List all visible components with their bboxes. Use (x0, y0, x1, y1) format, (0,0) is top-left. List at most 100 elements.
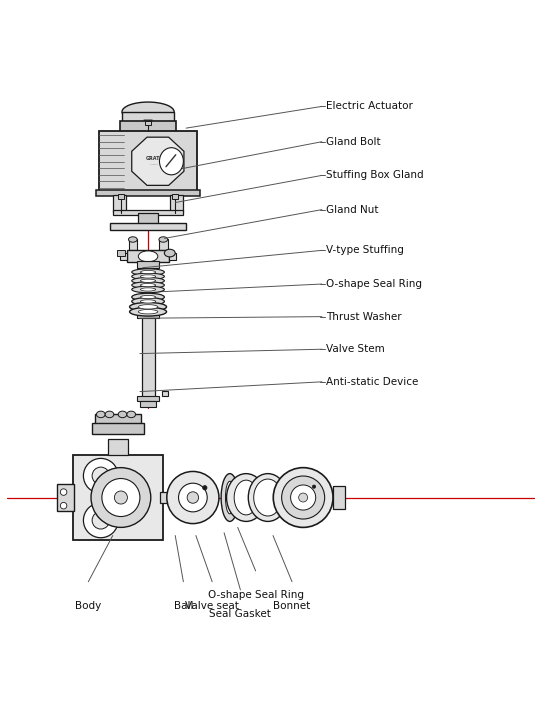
Text: Stuffing Box Gland: Stuffing Box Gland (326, 170, 423, 180)
Ellipse shape (127, 411, 135, 418)
Bar (172, 195, 179, 199)
Bar (92, 423, 144, 434)
Bar (120, 121, 176, 132)
Bar (120, 253, 127, 260)
Ellipse shape (60, 503, 67, 509)
Ellipse shape (132, 282, 164, 289)
Ellipse shape (140, 295, 156, 299)
Ellipse shape (105, 411, 114, 418)
Ellipse shape (128, 237, 137, 242)
Ellipse shape (312, 485, 316, 488)
Text: GRAT: GRAT (146, 156, 161, 161)
Ellipse shape (140, 271, 156, 274)
Bar (159, 240, 168, 251)
Bar (128, 240, 137, 251)
Bar (170, 195, 183, 213)
Ellipse shape (132, 286, 164, 293)
Bar (73, 455, 163, 540)
Bar (137, 396, 159, 401)
Ellipse shape (138, 251, 158, 262)
Ellipse shape (203, 485, 207, 490)
Bar (122, 112, 174, 121)
Ellipse shape (122, 102, 174, 121)
Ellipse shape (97, 411, 105, 418)
Ellipse shape (114, 491, 127, 504)
Text: -------: ------- (150, 162, 159, 167)
Ellipse shape (138, 309, 158, 314)
Ellipse shape (60, 489, 67, 495)
Ellipse shape (234, 480, 258, 515)
Text: Electric Actuator: Electric Actuator (326, 101, 413, 111)
Ellipse shape (92, 512, 110, 529)
Ellipse shape (84, 458, 118, 493)
Ellipse shape (282, 476, 325, 519)
Bar (99, 131, 197, 192)
Ellipse shape (140, 275, 156, 278)
Ellipse shape (167, 472, 219, 523)
Text: V-type Stuffing: V-type Stuffing (326, 246, 403, 256)
Ellipse shape (132, 273, 164, 280)
Ellipse shape (132, 269, 164, 275)
Bar (113, 195, 126, 213)
Bar (116, 251, 125, 256)
Text: Bonnet: Bonnet (274, 601, 311, 611)
Bar (161, 492, 170, 503)
Bar (110, 223, 186, 230)
Bar (333, 485, 345, 510)
Text: Thrust Washer: Thrust Washer (326, 312, 401, 322)
Text: Valve seat: Valve seat (185, 601, 239, 611)
Bar (113, 210, 183, 215)
Bar (127, 251, 169, 262)
Ellipse shape (132, 278, 164, 284)
Bar (138, 213, 158, 224)
Text: Gland Nut: Gland Nut (326, 205, 378, 215)
Ellipse shape (132, 298, 164, 305)
Ellipse shape (299, 493, 307, 502)
Bar (97, 190, 200, 196)
Bar (169, 253, 176, 260)
Bar (145, 121, 151, 126)
Bar (96, 414, 141, 424)
Ellipse shape (102, 478, 140, 516)
Ellipse shape (273, 467, 333, 528)
Ellipse shape (164, 249, 175, 257)
Ellipse shape (159, 148, 183, 175)
Ellipse shape (91, 467, 151, 528)
Ellipse shape (248, 474, 287, 521)
Bar (162, 391, 168, 396)
Polygon shape (144, 120, 152, 126)
Ellipse shape (159, 237, 168, 242)
Ellipse shape (140, 300, 156, 303)
Ellipse shape (254, 479, 282, 516)
Text: O-shape Seal Ring: O-shape Seal Ring (326, 279, 422, 289)
Ellipse shape (227, 474, 266, 521)
Bar (137, 312, 159, 318)
Ellipse shape (187, 492, 199, 503)
Ellipse shape (140, 279, 156, 282)
Bar (109, 439, 128, 455)
Bar (137, 261, 159, 268)
Ellipse shape (179, 483, 207, 512)
Text: Ball: Ball (174, 601, 193, 611)
Ellipse shape (221, 474, 239, 521)
Ellipse shape (290, 485, 316, 510)
Ellipse shape (129, 307, 167, 316)
Text: O-shape Seal Ring: O-shape Seal Ring (207, 590, 304, 600)
Bar (117, 195, 124, 199)
Bar (140, 401, 156, 407)
Text: Anti-static Device: Anti-static Device (326, 377, 418, 387)
Text: Gland Bolt: Gland Bolt (326, 136, 381, 146)
Ellipse shape (84, 503, 118, 538)
Text: Valve Stem: Valve Stem (326, 344, 384, 354)
Bar (57, 484, 74, 511)
Ellipse shape (138, 304, 158, 309)
Ellipse shape (140, 284, 156, 286)
Ellipse shape (132, 293, 164, 301)
Ellipse shape (140, 288, 156, 291)
Ellipse shape (225, 481, 234, 514)
Ellipse shape (274, 496, 277, 499)
Text: Body: Body (75, 601, 102, 611)
Text: Seal Gasket: Seal Gasket (210, 609, 271, 619)
Ellipse shape (118, 411, 127, 418)
Bar (141, 317, 155, 397)
